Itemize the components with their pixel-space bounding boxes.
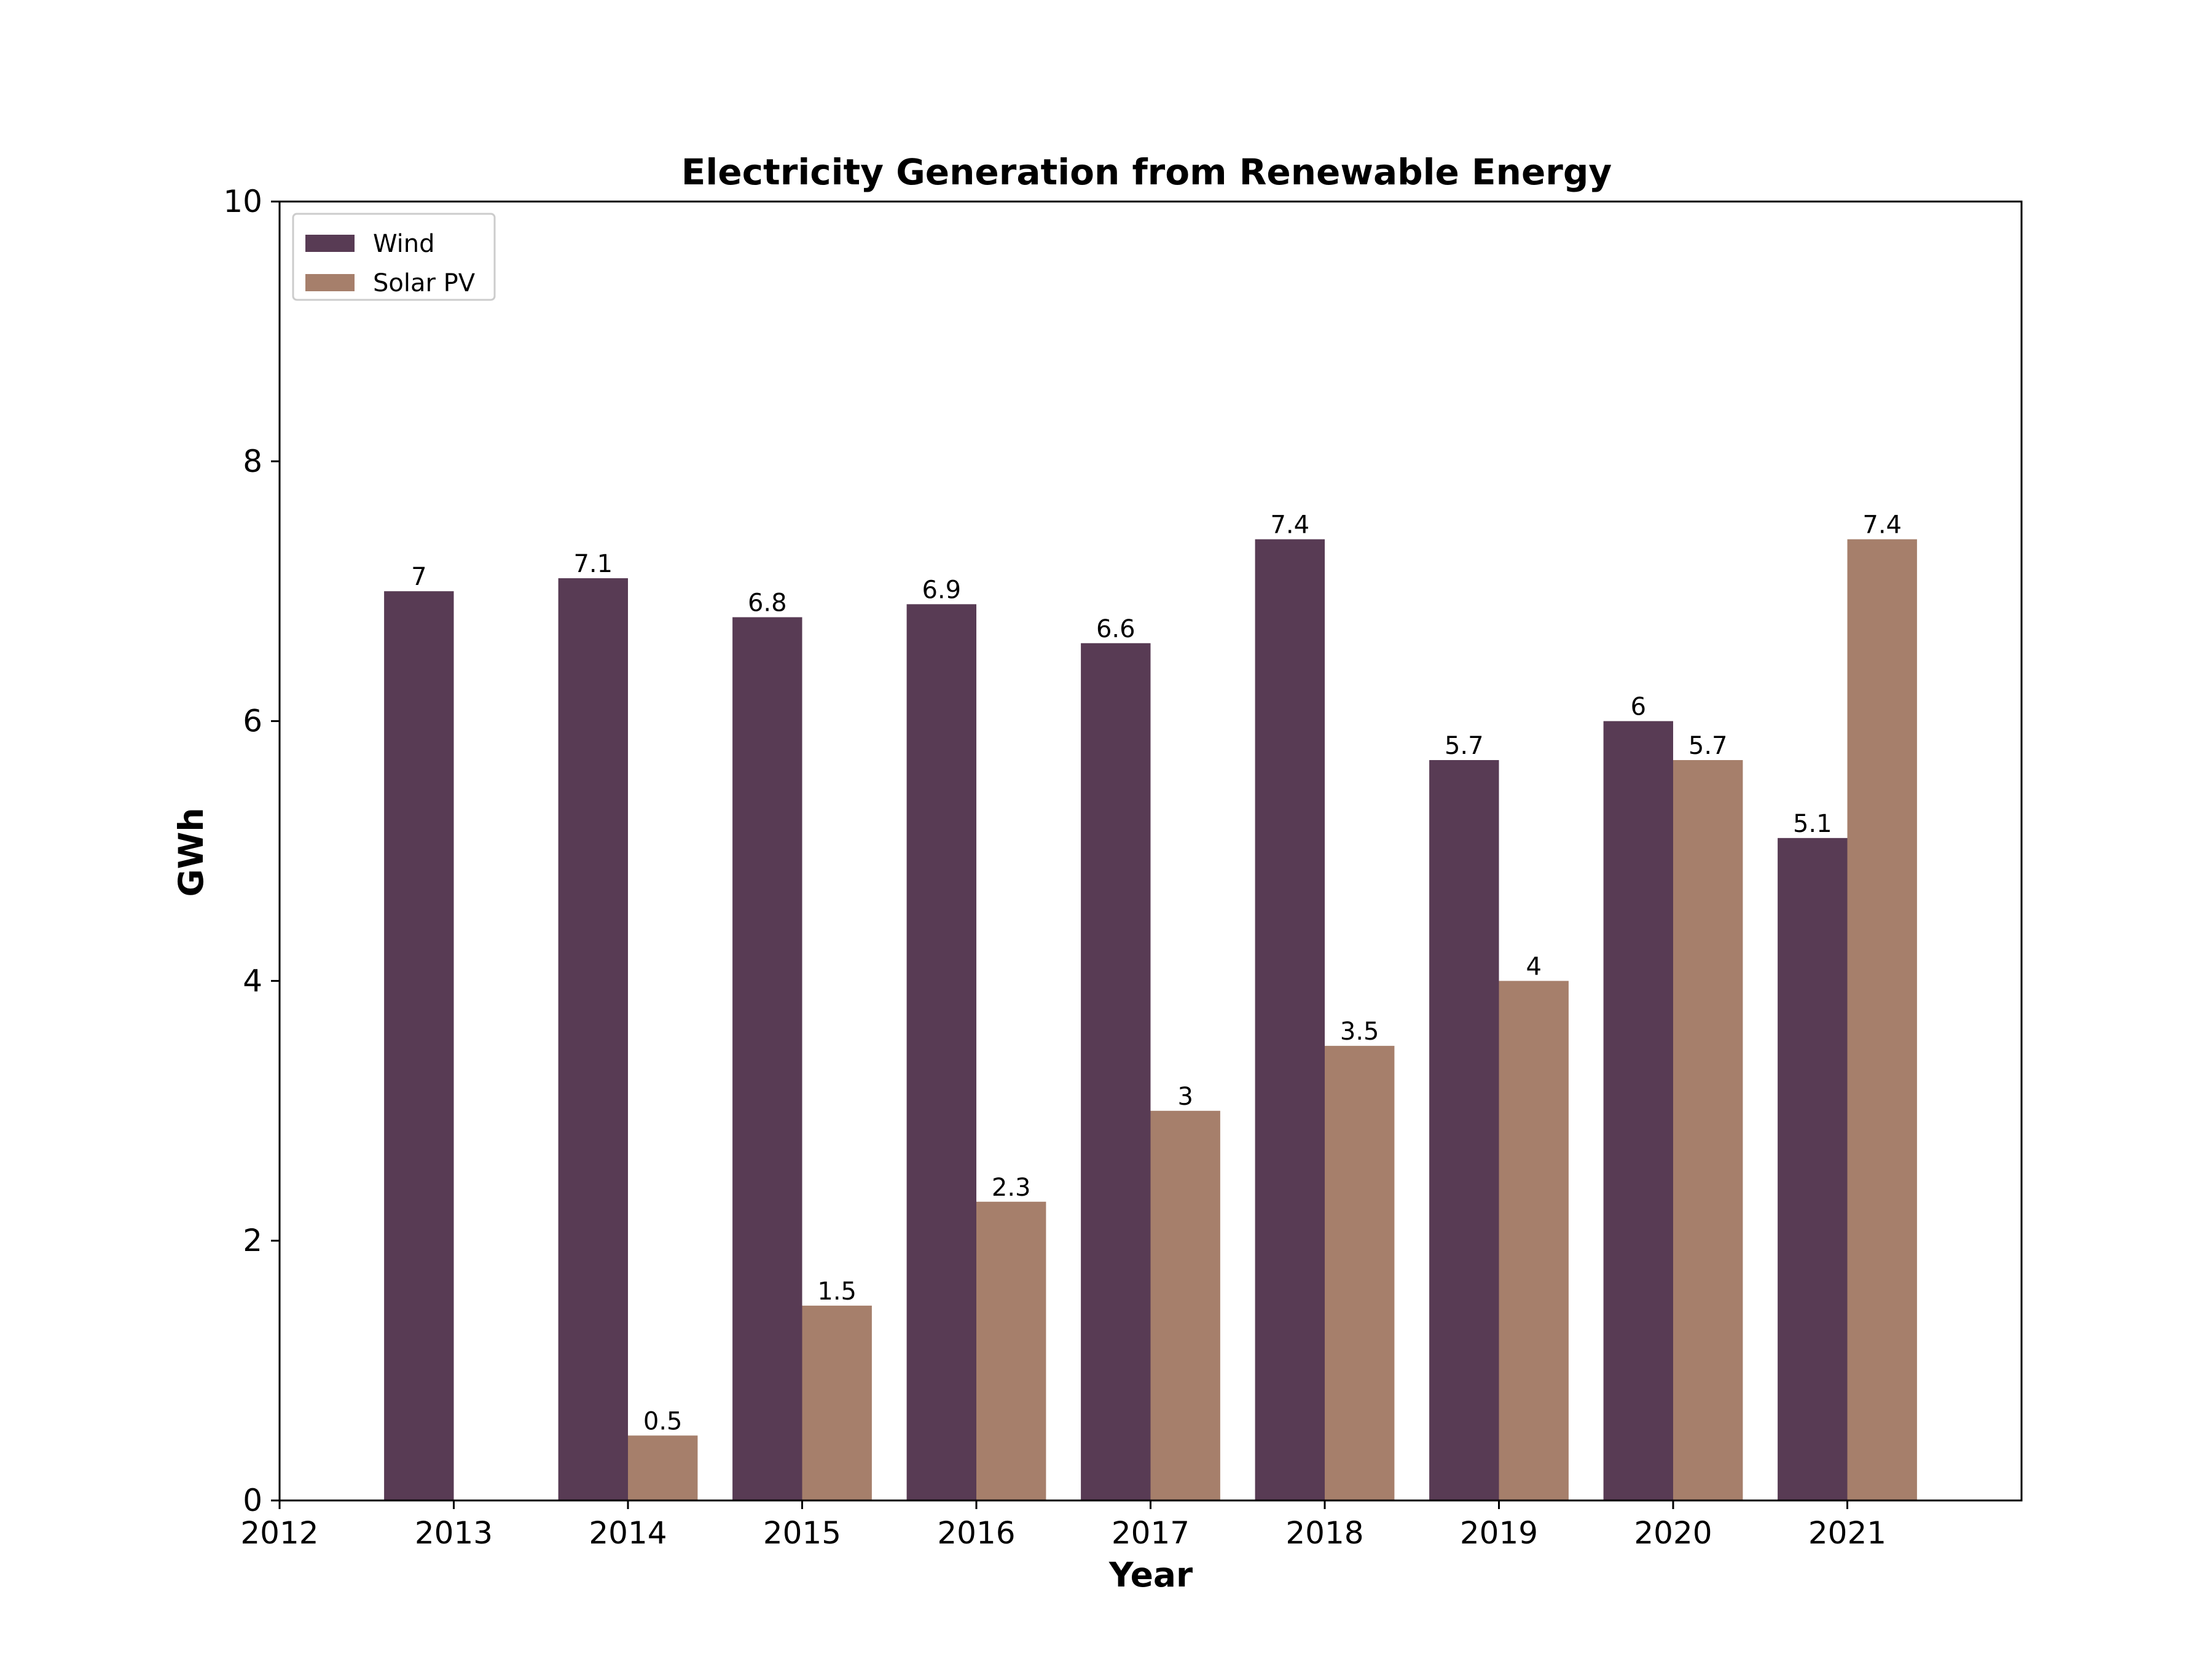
bar-value-label: 7.4 [1270,511,1309,539]
bar-value-label: 5.7 [1688,732,1728,760]
bar-wind-2014 [558,578,628,1500]
bar-solar-pv-2018 [1325,1046,1395,1500]
bar-value-label: 7 [411,563,426,591]
bar-value-label: 5.1 [1793,810,1832,838]
x-tick-label: 2021 [1808,1515,1886,1551]
bar-value-label: 1.5 [817,1277,857,1306]
y-tick-label: 10 [223,184,262,219]
bar-wind-2015 [732,617,802,1500]
bar-value-label: 7.4 [1862,511,1902,539]
y-tick-label: 0 [243,1483,262,1518]
chart-title: Electricity Generation from Renewable En… [681,151,1612,193]
bar-solar-pv-2016 [976,1201,1046,1500]
x-tick-label: 2012 [240,1515,318,1551]
bar-value-label: 7.1 [573,550,613,578]
y-axis-title: GWh [171,808,211,897]
bar-solar-pv-2020 [1673,760,1743,1500]
y-tick-label: 2 [243,1223,262,1258]
bar-solar-pv-2017 [1150,1110,1220,1500]
bar-wind-2019 [1429,760,1499,1500]
legend: Wind Solar PV [292,213,496,301]
bar-value-label: 6.9 [922,576,961,604]
bar-solar-pv-2014 [628,1435,698,1500]
bar-value-label: 5.7 [1445,732,1484,760]
legend-label: Solar PV [373,269,476,297]
plot-area: 7 7.1 6.8 6.9 6.6 7.4 5.7 6 5.1 0.5 1.5 2.3 3 3.5 4 5.7… [384,511,1917,1501]
x-axis-title: Year [1108,1555,1193,1594]
bar-solar-pv-2019 [1499,981,1569,1500]
bar-value-label: 3 [1177,1083,1193,1111]
legend-swatch-wind [305,235,355,252]
x-tick-label: 2013 [415,1515,493,1551]
bar-wind-2020 [1603,721,1673,1500]
x-tick-label: 2015 [763,1515,841,1551]
bar-solar-pv-2015 [802,1305,872,1500]
legend-label: Wind [373,230,435,258]
bar-value-label: 6.8 [748,589,787,617]
x-tick-label: 2014 [589,1515,667,1551]
y-tick-label: 8 [243,444,262,479]
bar-value-label: 4 [1526,952,1541,981]
x-tick-label: 2020 [1634,1515,1712,1551]
legend-swatch-solar-pv [305,274,355,291]
bar-value-label: 2.3 [992,1174,1031,1202]
bar-wind-2013 [384,591,454,1501]
bar-solar-pv-2021 [1847,539,1917,1500]
bar-value-label: 6.6 [1096,615,1135,643]
y-tick-label: 6 [243,704,262,739]
bar-wind-2017 [1081,643,1151,1500]
bar-wind-2021 [1778,837,1848,1500]
bar-wind-2016 [906,604,976,1500]
x-tick-label: 2019 [1460,1515,1538,1551]
y-tick-label: 4 [243,963,262,998]
bar-value-label: 0.5 [643,1407,683,1435]
bar-wind-2018 [1255,539,1325,1500]
x-tick-label: 2018 [1285,1515,1363,1551]
axes: 2012 2013 2014 2015 2016 2017 2018 2019 2020 2021… [223,184,1886,1551]
bar-value-label: 6 [1631,693,1646,721]
bar-value-label: 3.5 [1340,1018,1379,1046]
x-tick-label: 2016 [937,1515,1015,1551]
x-tick-label: 2017 [1112,1515,1190,1551]
